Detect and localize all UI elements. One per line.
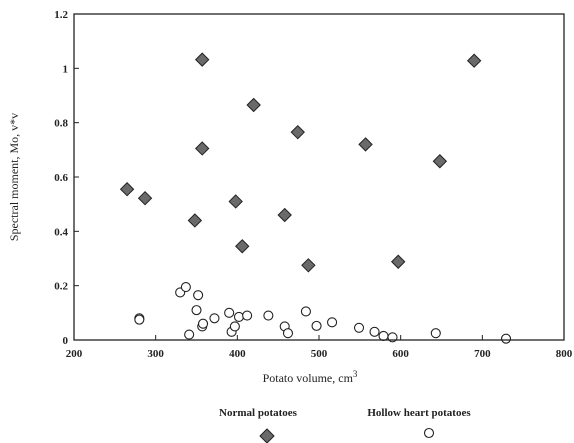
- y-tick-label: 0.4: [54, 226, 68, 238]
- legend-label-normal: Normal potatoes: [219, 407, 298, 419]
- points-layer: [119, 52, 512, 344]
- x-tick-label: 200: [66, 348, 83, 360]
- normal-potato-point: [228, 194, 243, 209]
- hollow-heart-point: [311, 320, 322, 331]
- hollow-heart-point: [353, 322, 365, 333]
- hollow-heart-point: [300, 306, 311, 317]
- normal-potato-point: [187, 213, 203, 228]
- normal-potato-point: [290, 124, 305, 140]
- normal-potato-point: [246, 97, 261, 113]
- normal-potato-point: [277, 207, 292, 223]
- hollow-heart-point: [180, 281, 191, 293]
- hollow-heart-point: [134, 314, 145, 325]
- hollow-heart-point: [229, 321, 240, 332]
- hollow-heart-point: [500, 333, 512, 344]
- x-tick-label: 400: [229, 348, 246, 360]
- x-tick-label: 600: [392, 348, 409, 360]
- y-tick-label: 0.8: [54, 118, 68, 130]
- hollow-heart-point: [224, 307, 235, 318]
- x-tick-label: 700: [474, 348, 491, 360]
- legend-label-hollow: Hollow heart potatoes: [367, 407, 471, 419]
- ticks-layer: 200 300 400 500 600 700 800 0 0.2 0.4 0.6 0.8 1 1.2: [54, 9, 573, 360]
- legend-circle-marker: [423, 427, 435, 439]
- legend-diamond-marker: [259, 428, 275, 443]
- hollow-heart-point: [193, 290, 204, 301]
- x-tick-label: 300: [147, 348, 164, 360]
- hollow-heart-point: [197, 318, 209, 329]
- y-tick-label: 1.2: [54, 9, 68, 21]
- normal-potato-point: [301, 258, 316, 273]
- x-axis-title: Potato volume, cm3: [263, 369, 358, 385]
- hollow-heart-point: [233, 311, 245, 322]
- hollow-heart-point: [184, 329, 195, 340]
- normal-potato-point: [195, 141, 210, 156]
- legend: Normal potatoes Hollow heart potatoes: [219, 407, 471, 443]
- y-tick-label: 1: [63, 63, 69, 75]
- y-tick-label: 0.2: [54, 281, 68, 293]
- plot-frame: [73, 13, 565, 341]
- y-tick-label: 0: [63, 335, 69, 347]
- normal-potato-point: [432, 154, 448, 169]
- hollow-heart-point: [430, 328, 441, 339]
- hollow-heart-point: [378, 330, 389, 341]
- hollow-heart-point: [327, 317, 338, 328]
- hollow-heart-point: [369, 326, 380, 337]
- hollow-heart-point: [282, 328, 294, 339]
- y-tick-label: 0.6: [54, 172, 68, 184]
- normal-potato-point: [358, 137, 373, 152]
- normal-potato-point: [391, 254, 406, 269]
- y-axis-title: Spectral moment, Mo, v*v: [7, 113, 21, 241]
- hollow-heart-point: [263, 310, 274, 321]
- normal-potato-point: [235, 239, 250, 254]
- hollow-heart-point: [191, 305, 202, 316]
- x-tick-label: 500: [311, 348, 328, 360]
- normal-potato-point: [466, 53, 482, 68]
- normal-potato-point: [119, 182, 135, 197]
- x-tick-label: 800: [556, 348, 573, 360]
- hollow-heart-point: [209, 313, 220, 324]
- normal-potato-point: [195, 52, 210, 67]
- hollow-heart-point: [242, 310, 253, 321]
- normal-potato-point: [137, 190, 153, 206]
